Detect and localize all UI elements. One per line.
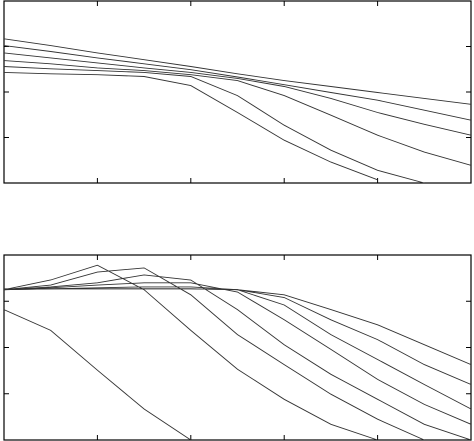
series-line — [4, 71, 378, 181]
series-line — [4, 286, 471, 410]
series-line — [4, 52, 471, 136]
series-line — [4, 38, 471, 105]
series-line — [4, 274, 471, 440]
series-line — [4, 282, 471, 425]
series-line — [4, 66, 425, 183]
series-line — [4, 267, 425, 440]
series-line — [4, 288, 471, 366]
series-line — [4, 60, 471, 166]
series-line — [4, 45, 471, 121]
series-line — [4, 288, 471, 385]
series-line — [4, 264, 378, 440]
series-line — [4, 309, 192, 440]
plot-frame — [3, 0, 472, 184]
